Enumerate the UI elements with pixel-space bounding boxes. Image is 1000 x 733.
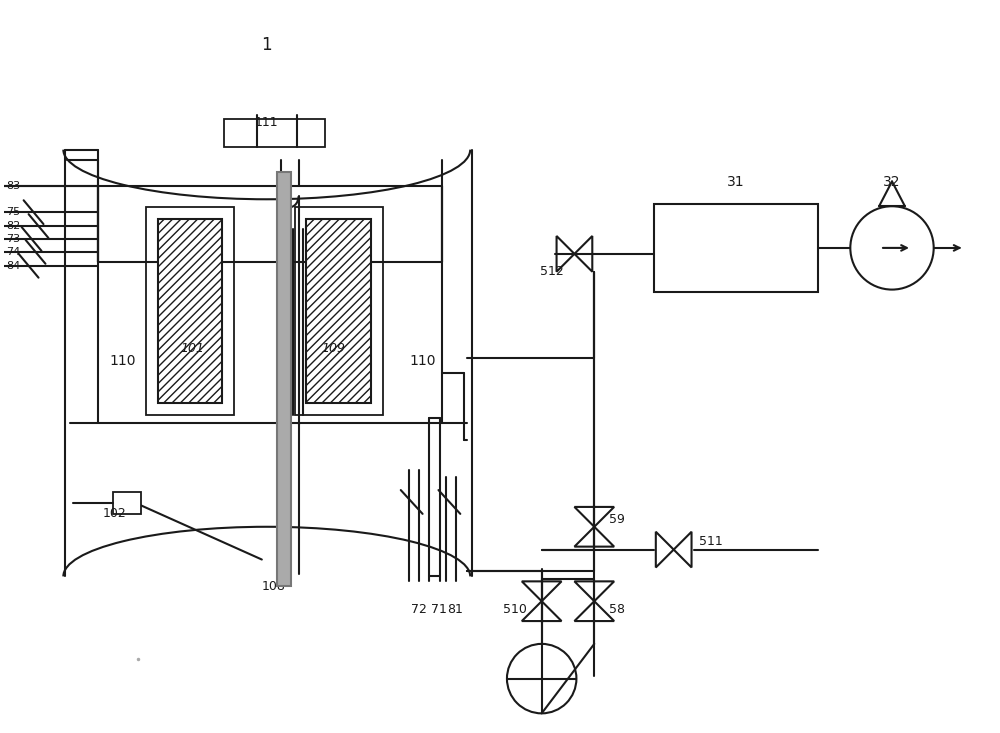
Text: 102: 102	[103, 507, 127, 520]
Text: 512: 512	[540, 265, 563, 279]
Text: 511: 511	[699, 535, 722, 548]
Text: 59: 59	[609, 513, 625, 526]
Bar	[277, 172, 291, 586]
Text: 110: 110	[110, 354, 136, 368]
Text: 111: 111	[255, 117, 279, 129]
Text: 108: 108	[262, 580, 286, 593]
Text: 72: 72	[411, 603, 427, 616]
Bar	[146, 207, 234, 415]
Text: 71: 71	[431, 603, 446, 616]
Text: 101: 101	[180, 342, 204, 355]
Circle shape	[850, 206, 934, 290]
Text: 83: 83	[6, 181, 20, 191]
Bar	[654, 205, 818, 292]
Text: 84: 84	[6, 261, 20, 270]
Text: 58: 58	[609, 603, 625, 616]
Text: 31: 31	[727, 175, 745, 189]
Bar	[224, 119, 325, 147]
Text: 32: 32	[883, 175, 901, 189]
Text: 75: 75	[6, 207, 20, 217]
Bar	[295, 207, 383, 415]
Text: 110: 110	[409, 354, 436, 368]
Text: 510: 510	[503, 603, 527, 616]
Text: 73: 73	[6, 234, 20, 244]
Bar	[158, 219, 222, 402]
Text: 81: 81	[447, 603, 463, 616]
Bar	[113, 492, 141, 514]
Text: 74: 74	[6, 247, 20, 257]
Text: 82: 82	[6, 221, 20, 231]
Bar	[306, 219, 371, 402]
Text: 109: 109	[321, 342, 345, 355]
Circle shape	[507, 644, 576, 713]
Text: 1: 1	[261, 37, 272, 54]
